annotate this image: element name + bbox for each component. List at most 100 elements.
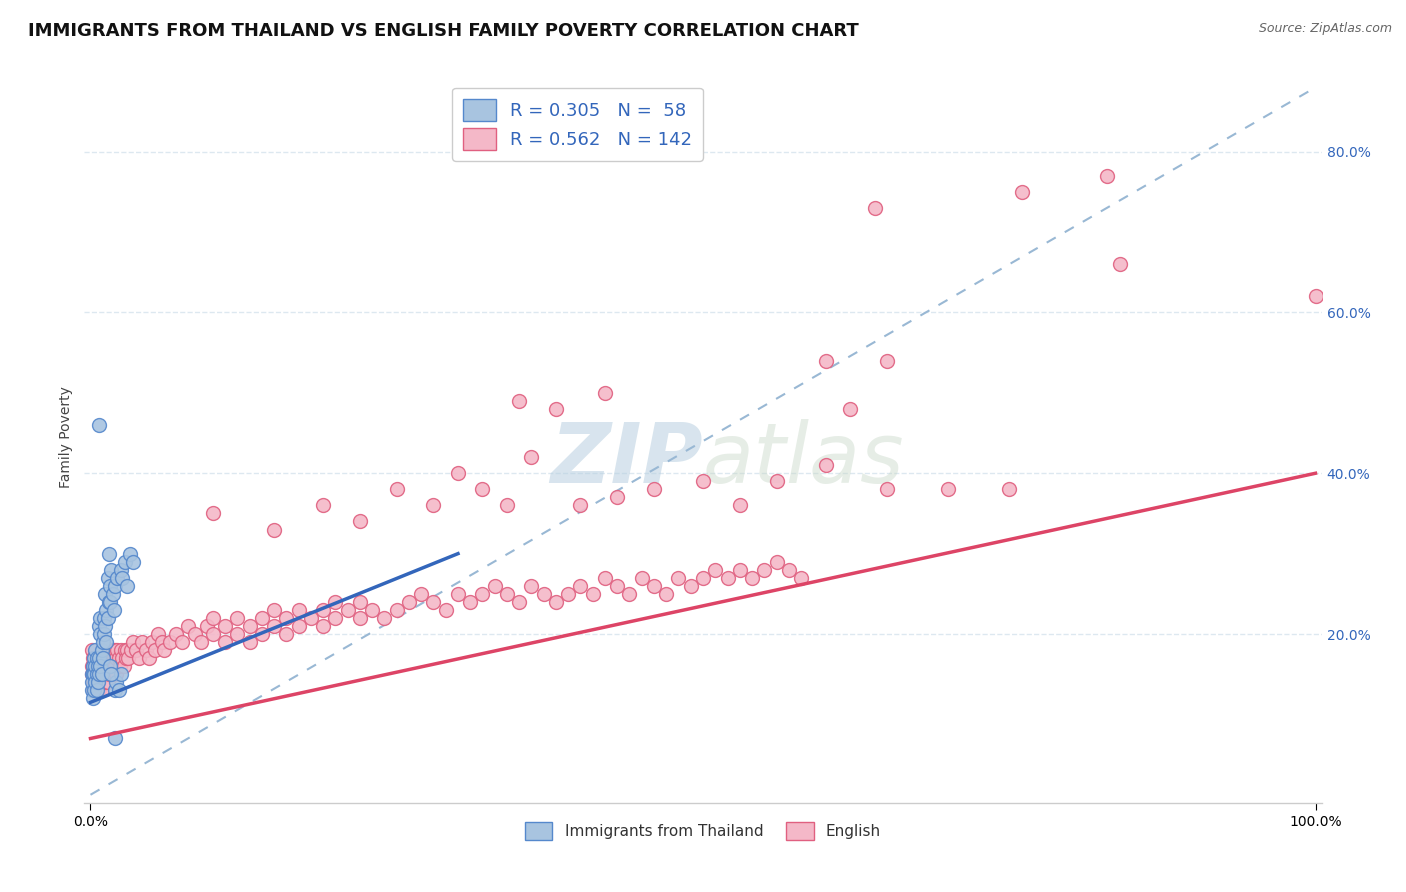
Point (325, 611, 347, 625)
Point (533, 587, 555, 601)
Point (100, 651, 122, 665)
Point (94, 651, 117, 665)
Point (103, 651, 125, 665)
Point (655, 587, 678, 601)
Point (606, 579, 628, 593)
Point (593, 571, 616, 585)
Point (814, 353, 837, 368)
Point (90, 643, 112, 657)
Point (141, 635, 163, 649)
Point (84, 643, 107, 657)
Point (508, 393, 530, 408)
Point (131, 635, 153, 649)
Point (111, 571, 134, 585)
Point (447, 467, 470, 481)
Point (250, 627, 273, 641)
Point (876, 483, 898, 497)
Point (484, 579, 506, 593)
Point (183, 627, 205, 641)
Point (1011, 185, 1033, 199)
Point (97, 675, 120, 690)
Point (145, 643, 167, 657)
Point (84, 675, 107, 690)
Point (84, 675, 107, 690)
Point (105, 675, 128, 690)
Point (728, 563, 751, 577)
Point (728, 499, 751, 513)
Point (520, 450, 543, 465)
Point (94, 619, 117, 633)
Point (98, 659, 121, 673)
Point (263, 523, 285, 537)
Point (692, 475, 714, 489)
Point (82, 675, 104, 690)
Point (93, 611, 115, 625)
Text: Source: ZipAtlas.com: Source: ZipAtlas.com (1258, 22, 1392, 36)
Point (299, 611, 322, 625)
Point (263, 619, 285, 633)
Point (115, 579, 138, 593)
Point (422, 595, 444, 609)
Point (606, 491, 628, 505)
Point (107, 643, 129, 657)
Point (112, 659, 135, 673)
Point (83, 683, 105, 698)
Point (89, 675, 111, 690)
Point (83, 659, 105, 673)
Point (89, 659, 111, 673)
Point (91, 659, 114, 673)
Point (226, 627, 249, 641)
Point (114, 643, 136, 657)
Point (87, 675, 110, 690)
Point (569, 499, 592, 513)
Point (312, 619, 335, 633)
Point (239, 635, 262, 649)
Text: atlas: atlas (703, 418, 904, 500)
Point (117, 651, 139, 665)
Point (312, 603, 335, 617)
Point (936, 483, 959, 497)
Point (128, 651, 150, 665)
Point (790, 571, 813, 585)
Y-axis label: Family Poverty: Family Poverty (59, 386, 73, 488)
Point (87, 651, 110, 665)
Point (122, 555, 145, 569)
Point (86, 683, 108, 698)
Point (84, 659, 107, 673)
Point (349, 515, 371, 529)
Point (93, 627, 115, 641)
Point (90, 667, 112, 681)
Point (93, 659, 115, 673)
Point (214, 619, 236, 633)
Point (100, 563, 122, 577)
Point (447, 587, 470, 601)
Point (83, 667, 105, 681)
Point (287, 603, 309, 617)
Point (80, 667, 103, 681)
Point (201, 507, 224, 521)
Point (569, 579, 592, 593)
Point (214, 635, 236, 649)
Point (105, 651, 128, 665)
Point (110, 643, 132, 657)
Point (90, 683, 112, 698)
Point (97, 595, 120, 609)
Point (593, 385, 616, 400)
Point (104, 731, 127, 746)
Point (97, 651, 120, 665)
Point (1097, 169, 1119, 183)
Point (118, 547, 141, 561)
Point (135, 643, 157, 657)
Text: IMMIGRANTS FROM THAILAND VS ENGLISH FAMILY POVERTY CORRELATION CHART: IMMIGRANTS FROM THAILAND VS ENGLISH FAMI… (28, 22, 859, 40)
Point (87, 675, 110, 690)
Point (471, 483, 494, 497)
Point (544, 595, 567, 609)
Point (349, 611, 371, 625)
Point (114, 555, 136, 569)
Point (86, 651, 108, 665)
Point (86, 659, 108, 673)
Point (100, 667, 122, 681)
Point (86, 667, 108, 681)
Point (104, 683, 127, 698)
Point (630, 571, 652, 585)
